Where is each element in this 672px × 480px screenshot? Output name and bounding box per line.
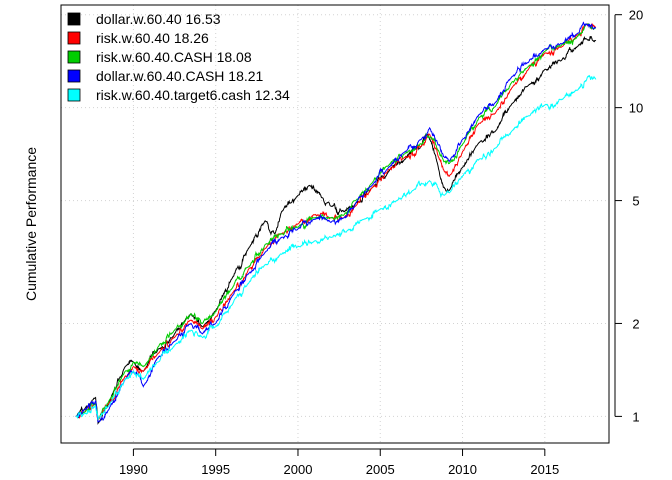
- y-axis-title: Cumulative Performance: [23, 147, 39, 301]
- y-axis: 1 2 5 10 20: [614, 8, 643, 424]
- series-line-2: [75, 22, 596, 420]
- y-tick-label: 10: [629, 101, 643, 116]
- series-lines: [75, 21, 597, 425]
- grid: [61, 5, 609, 443]
- y-tick-label: 2: [632, 316, 639, 331]
- y-tick-label: 1: [632, 409, 639, 424]
- legend-swatch-2: [67, 31, 81, 45]
- x-tick-label: 2010: [448, 462, 477, 477]
- y-tick-label: 20: [629, 8, 643, 23]
- legend: dollar.w.60.40 16.53 risk.w.60.40 18.26 ri…: [67, 11, 290, 103]
- legend-swatch-1: [67, 12, 81, 26]
- x-tick-label: 2000: [284, 462, 313, 477]
- x-tick-label: 2015: [530, 462, 559, 477]
- legend-label-1: dollar.w.60.40 16.53: [96, 11, 221, 27]
- x-axis: 1990 1995 2000 2005 2010 2015: [119, 448, 559, 477]
- plot-frame: [60, 4, 610, 444]
- x-tick-label: 1990: [119, 462, 148, 477]
- legend-label-4: dollar.w.60.40.CASH 18.21: [96, 68, 264, 84]
- legend-label-3: risk.w.60.40.CASH 18.08: [96, 49, 252, 65]
- legend-swatch-5: [67, 88, 81, 102]
- series-line-3: [75, 23, 596, 421]
- x-tick-label: 2005: [366, 462, 395, 477]
- legend-label-2: risk.w.60.40 18.26: [96, 30, 209, 46]
- legend-label-5: risk.w.60.40.target6.cash 12.34: [96, 87, 290, 103]
- legend-swatch-4: [67, 69, 81, 83]
- series-line-5: [75, 74, 597, 421]
- legend-swatch-3: [67, 50, 81, 64]
- y-tick-label: 5: [632, 194, 639, 209]
- x-tick-label: 1995: [201, 462, 230, 477]
